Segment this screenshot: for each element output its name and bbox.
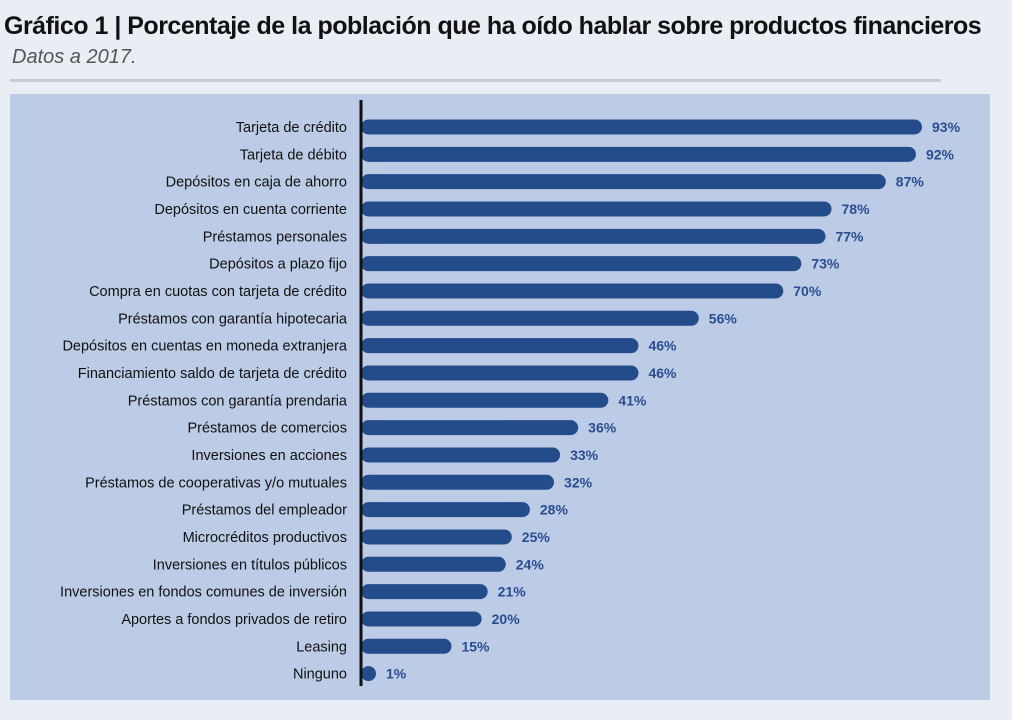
value-label: 33% xyxy=(570,447,599,463)
category-label: Préstamos de comercios xyxy=(187,421,347,437)
value-label: 92% xyxy=(926,146,955,162)
value-label: 73% xyxy=(811,256,840,272)
category-label: Depósitos a plazo fijo xyxy=(209,257,347,273)
value-label: 77% xyxy=(835,228,864,244)
category-label: Préstamos de cooperativas y/o mutuales xyxy=(85,475,347,491)
bar xyxy=(361,201,832,217)
value-label: 78% xyxy=(842,201,871,217)
category-label: Leasing xyxy=(296,639,347,655)
bar xyxy=(361,556,506,572)
bar xyxy=(361,283,784,299)
value-label: 24% xyxy=(516,556,545,572)
bar xyxy=(361,474,555,490)
category-label: Tarjeta de crédito xyxy=(236,120,347,136)
bar xyxy=(361,119,922,135)
bar xyxy=(361,228,826,244)
bar xyxy=(361,529,512,545)
chart-panel: Tarjeta de crédito 93% Tarjeta de débito 92… xyxy=(10,94,990,700)
category-label: Financiamiento saldo de tarjeta de crédi… xyxy=(78,366,347,382)
chart-subtitle: Datos a 2017. xyxy=(12,46,137,68)
category-label: Préstamos con garantía prendaria xyxy=(128,393,348,409)
category-label: Depósitos en cuentas en moneda extranjer… xyxy=(62,339,347,355)
value-label: 32% xyxy=(564,474,593,490)
bar xyxy=(361,502,530,518)
bar xyxy=(361,392,609,408)
bar xyxy=(361,310,699,326)
category-label: Depósitos en cuenta corriente xyxy=(154,202,347,218)
bar-chart: Tarjeta de crédito 93% Tarjeta de débito 92… xyxy=(60,100,961,686)
value-label: 46% xyxy=(648,338,677,354)
category-label: Compra en cuotas con tarjeta de crédito xyxy=(89,284,347,300)
value-label: 15% xyxy=(461,638,490,654)
value-label: 41% xyxy=(618,392,647,408)
chart-title: Gráfico 1 | Porcentaje de la población q… xyxy=(4,12,982,40)
value-label: 21% xyxy=(498,584,527,600)
category-label: Aportes a fondos privados de retiro xyxy=(121,612,347,628)
value-label: 87% xyxy=(896,174,925,190)
bar xyxy=(361,146,916,162)
value-label: 93% xyxy=(932,119,961,135)
category-label: Préstamos con garantía hipotecaria xyxy=(118,311,348,327)
category-label: Depósitos en caja de ahorro xyxy=(166,175,347,191)
category-label: Préstamos personales xyxy=(203,229,347,245)
value-label: 25% xyxy=(522,529,551,545)
bar xyxy=(361,666,376,682)
category-label: Ninguno xyxy=(293,667,347,683)
bar xyxy=(361,447,561,463)
title-divider xyxy=(10,79,941,82)
value-label: 56% xyxy=(709,310,738,326)
bar xyxy=(361,174,886,190)
value-label: 36% xyxy=(588,420,617,436)
category-label: Microcréditos productivos xyxy=(183,530,347,546)
bar xyxy=(361,338,639,354)
category-label: Inversiones en acciones xyxy=(191,448,347,464)
value-label: 46% xyxy=(648,365,677,381)
value-label: 1% xyxy=(386,666,407,682)
bar xyxy=(361,584,488,600)
value-label: 20% xyxy=(492,611,521,627)
category-label: Tarjeta de débito xyxy=(240,147,347,163)
category-label: Préstamos del empleador xyxy=(182,503,347,519)
bar xyxy=(361,638,452,654)
bar xyxy=(361,365,639,381)
value-label: 28% xyxy=(540,502,569,518)
bar xyxy=(361,611,482,627)
value-label: 70% xyxy=(793,283,822,299)
bar xyxy=(361,256,802,272)
category-label: Inversiones en fondos comunes de inversi… xyxy=(60,585,347,601)
bar xyxy=(361,420,579,436)
category-label: Inversiones en títulos públicos xyxy=(153,557,347,573)
